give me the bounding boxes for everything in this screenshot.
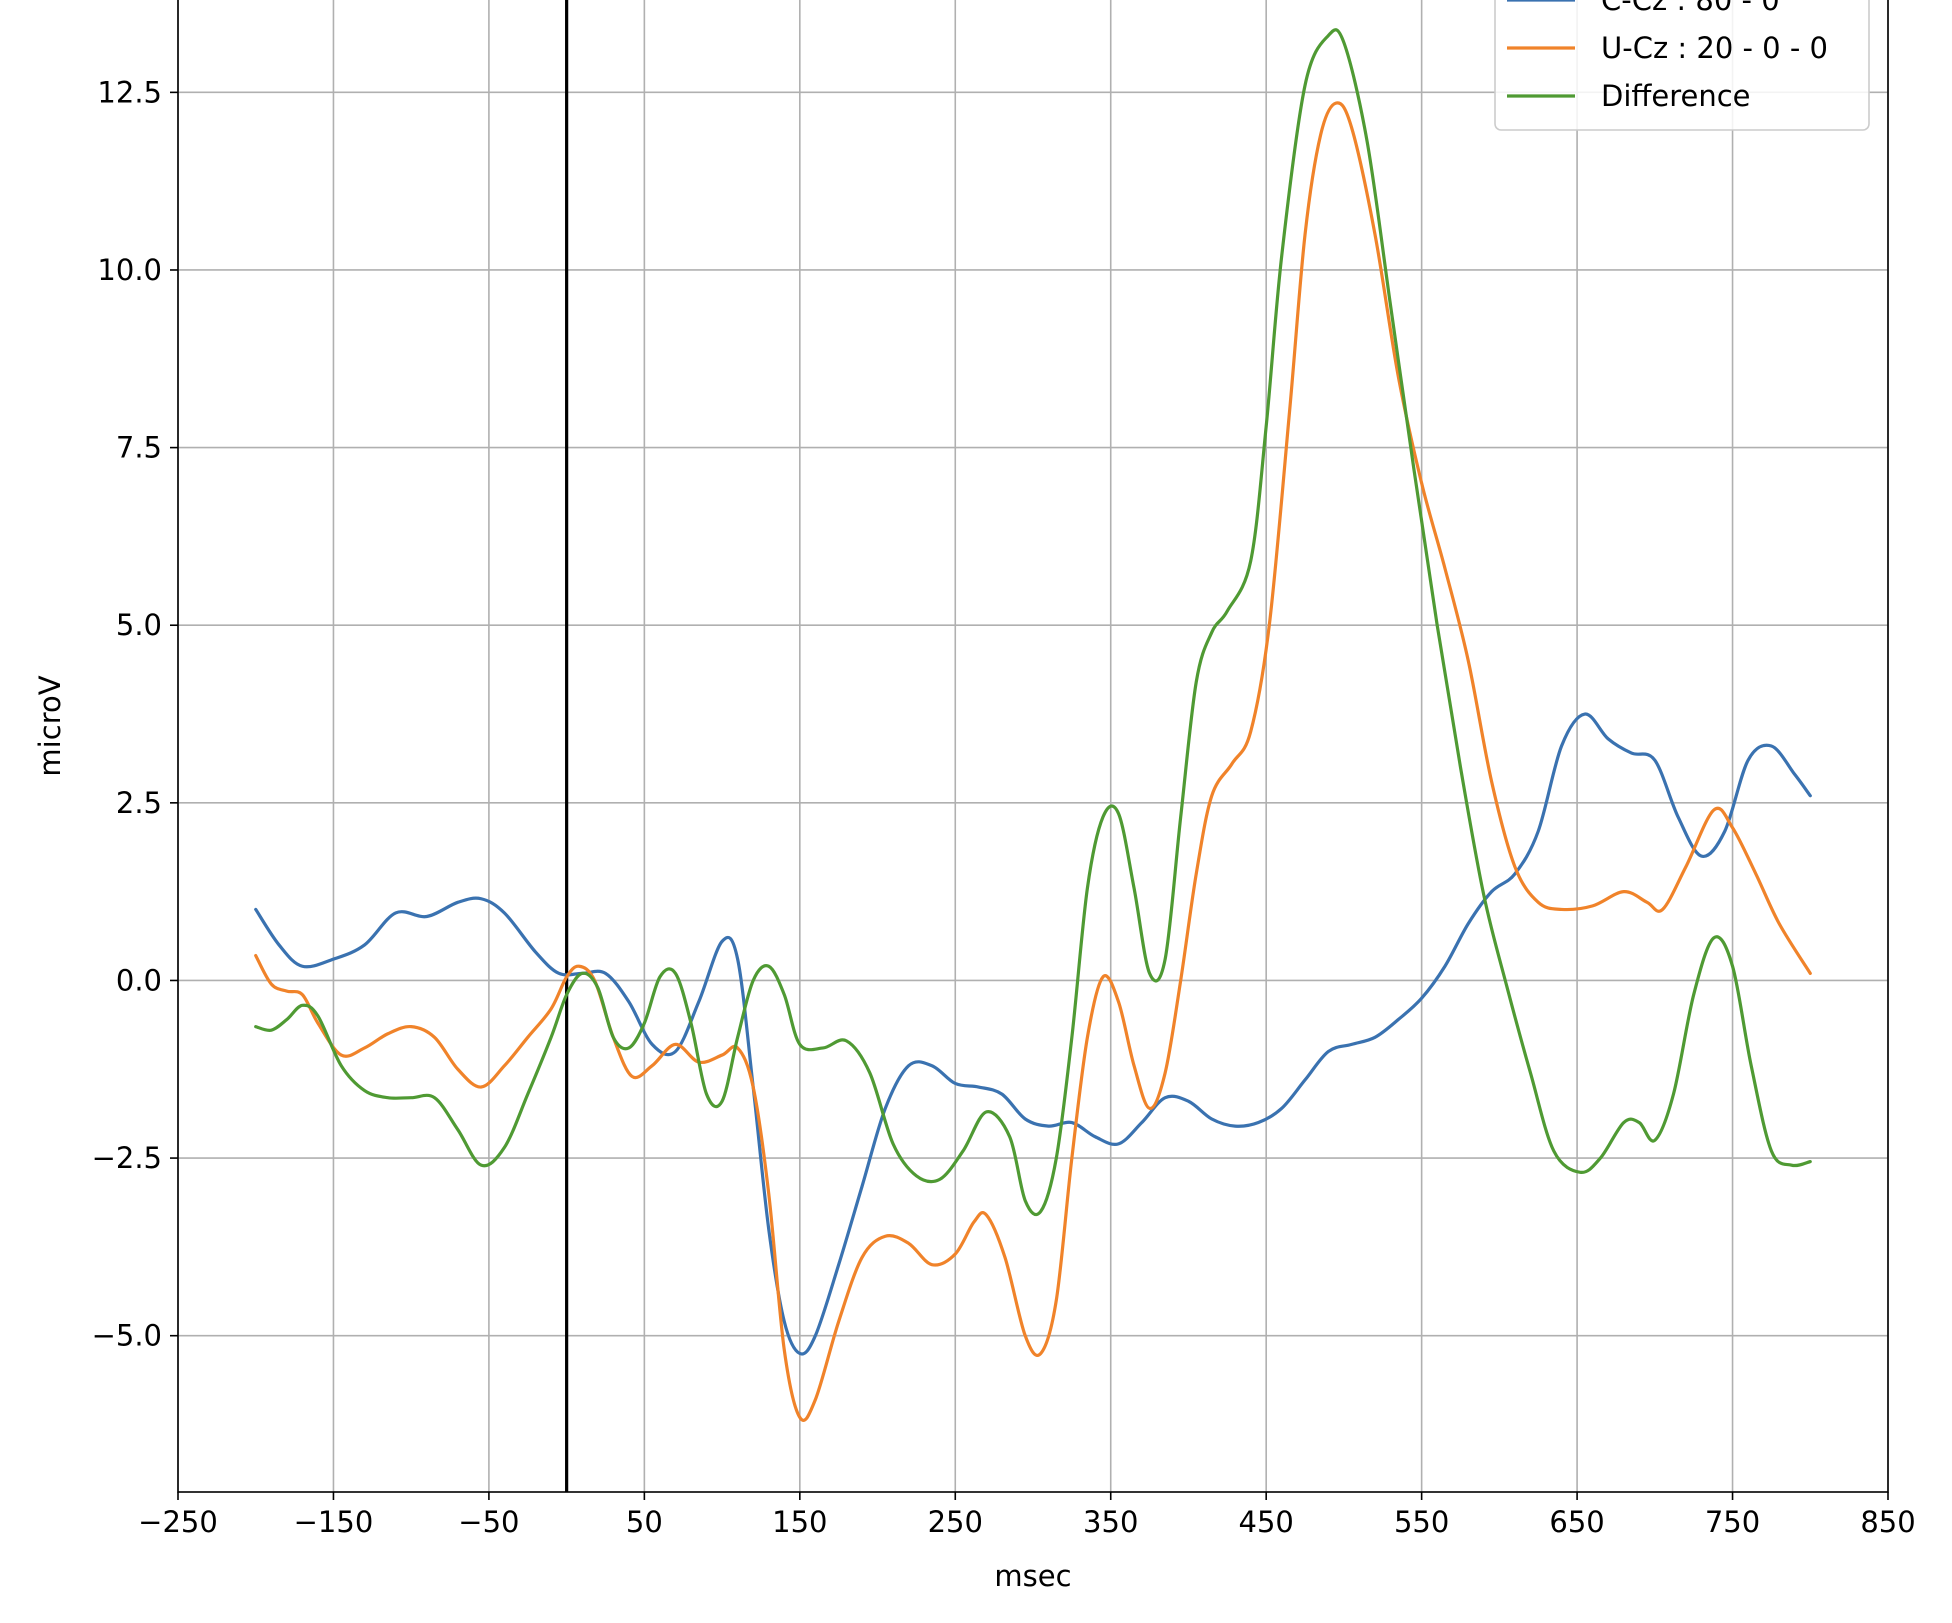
series-line-2 (254, 28, 1812, 1217)
legend-label-1: U-Cz : 20 - 0 - 0 (1601, 31, 1828, 65)
x-axis-label: msec (994, 1559, 1071, 1593)
x-tick-label: 250 (928, 1505, 983, 1539)
y-tick-label: −5.0 (92, 1319, 162, 1353)
y-tick-label: 2.5 (116, 786, 162, 820)
y-tick-label: 7.5 (116, 431, 162, 465)
legend-box (1494, 0, 1870, 131)
x-tick-label: 150 (772, 1505, 827, 1539)
axes-frame (177, 0, 1889, 1493)
x-tick-label: −50 (458, 1505, 519, 1539)
y-tick-label: 10.0 (97, 253, 162, 287)
legend: C-Cz : 80 - 0 U-Cz : 20 - 0 - 0 Difference (1494, 0, 1870, 131)
y-axis-ticks: −5.0 −2.5 0.0 2.5 5.0 7.5 10.0 12.5 (92, 75, 178, 1353)
x-tick-label: 650 (1549, 1505, 1604, 1539)
y-axis-label: microV (33, 675, 67, 776)
y-tick-label: 12.5 (97, 75, 162, 109)
legend-label-0: C-Cz : 80 - 0 (1601, 0, 1780, 17)
x-tick-label: 350 (1083, 1505, 1138, 1539)
series-line-1 (254, 101, 1812, 1422)
y-tick-label: −2.5 (92, 1141, 162, 1175)
x-tick-label: 550 (1394, 1505, 1449, 1539)
x-tick-label: 850 (1860, 1505, 1915, 1539)
series-group (254, 28, 1812, 1422)
y-tick-label: 5.0 (116, 608, 162, 642)
x-tick-label: 750 (1705, 1505, 1760, 1539)
x-tick-label: −250 (138, 1505, 218, 1539)
x-tick-label: 450 (1239, 1505, 1294, 1539)
y-tick-label: 0.0 (116, 963, 162, 997)
x-tick-label: −150 (294, 1505, 374, 1539)
x-tick-label: 50 (626, 1505, 663, 1539)
legend-label-2: Difference (1601, 79, 1751, 113)
x-axis-ticks: −250 −150 −50 50 150 250 350 450 550 650 750 850 (138, 1492, 1916, 1539)
